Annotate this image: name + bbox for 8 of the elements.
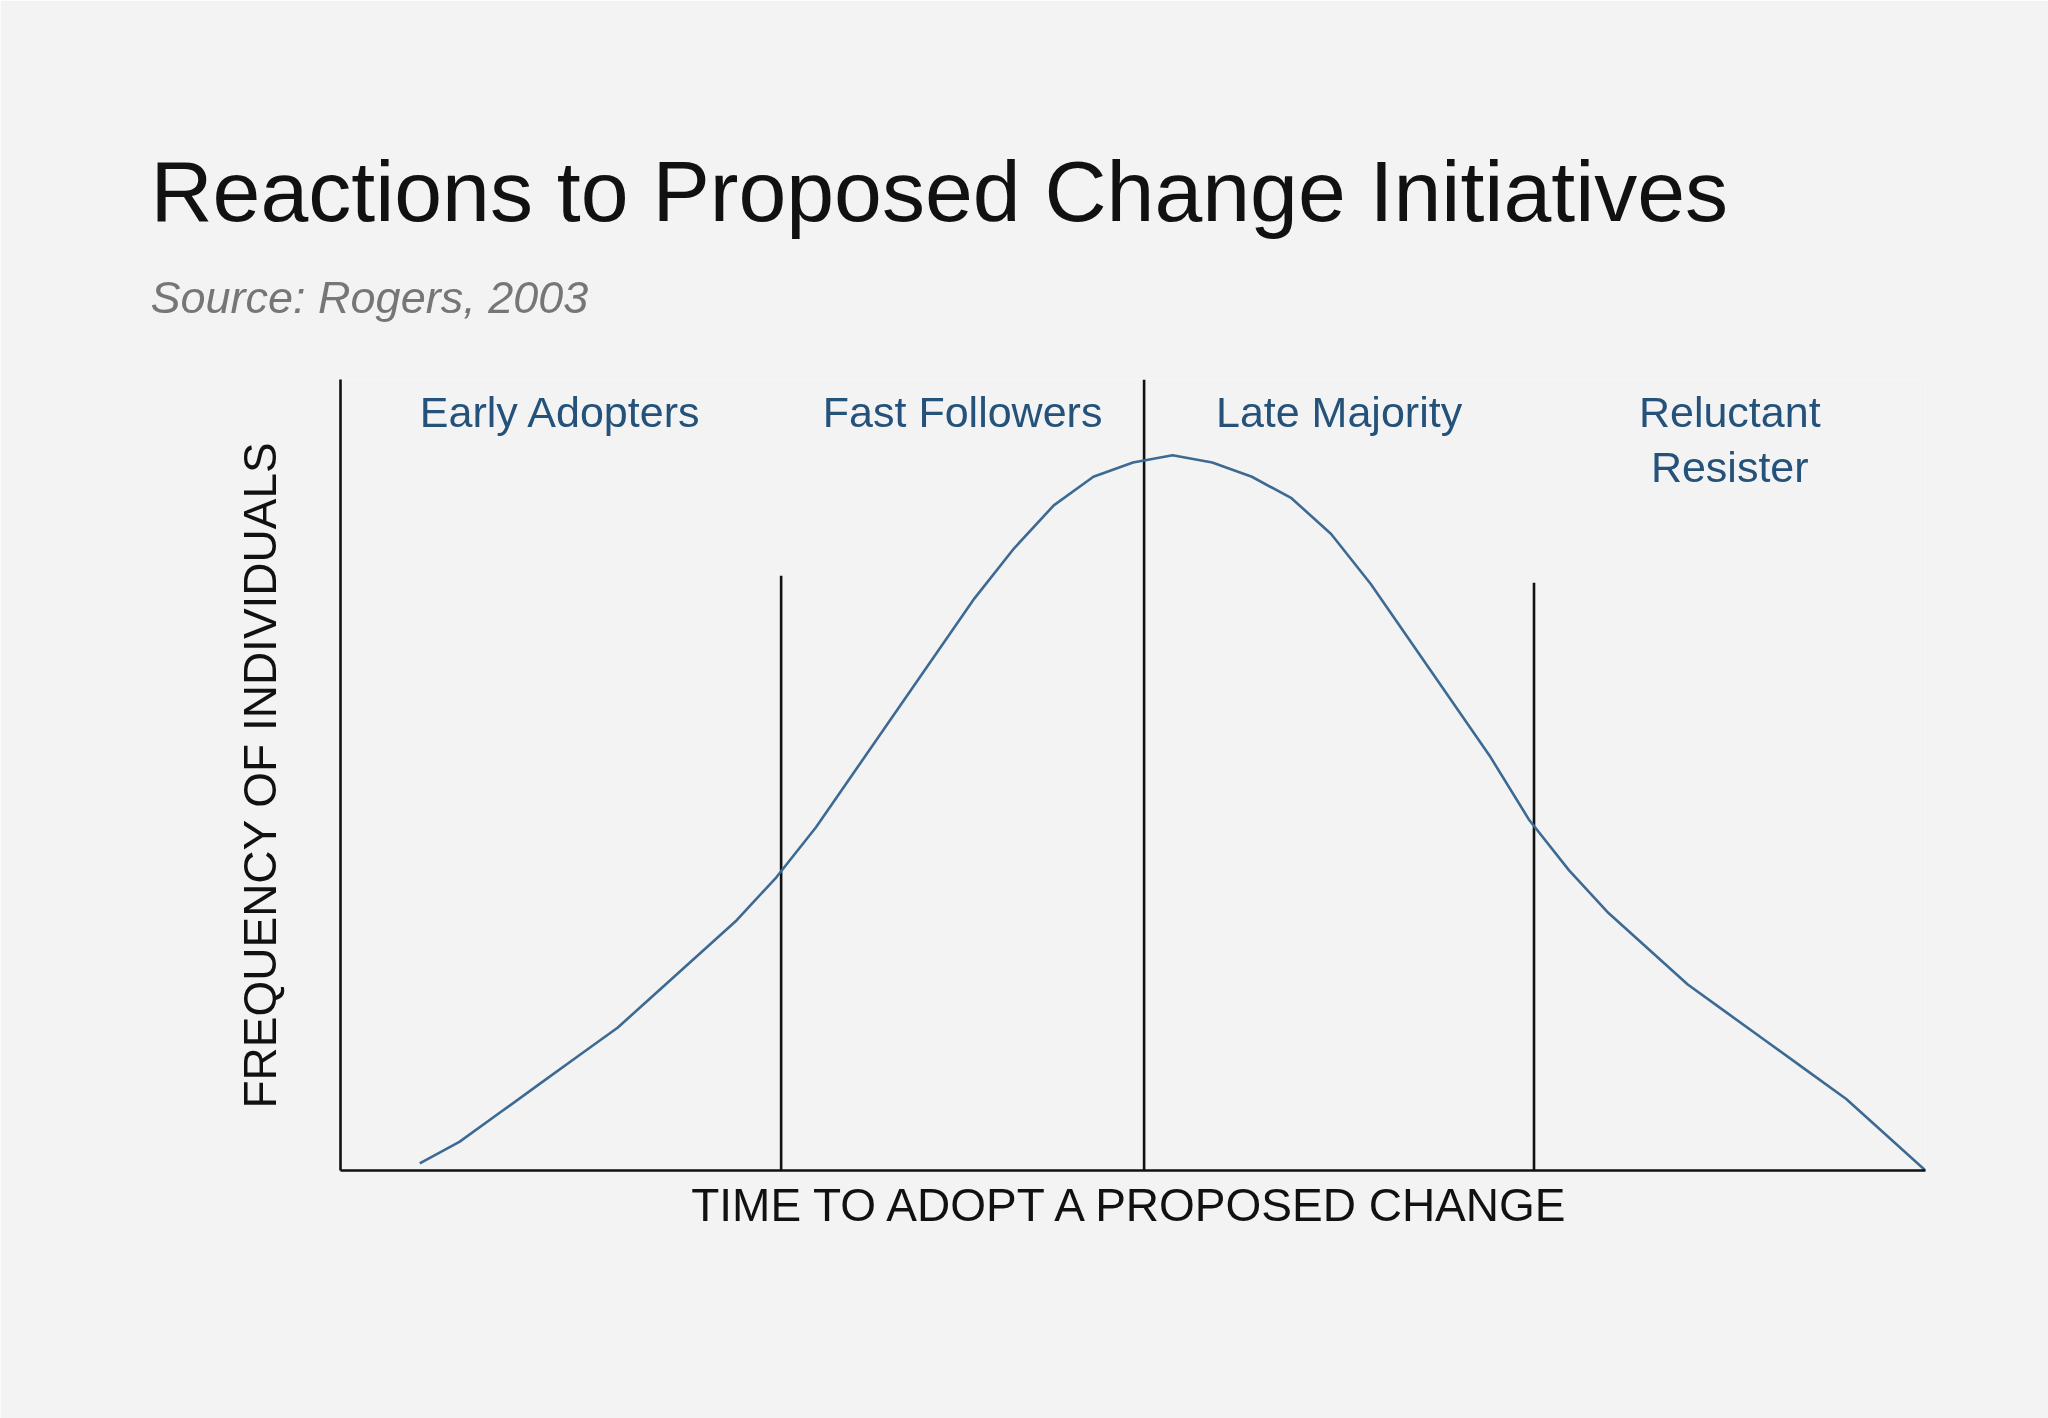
x-axis-title: TIME TO ADOPT A PROPOSED CHANGE — [691, 1178, 1566, 1231]
chart-subtitle: Source: Rogers, 2003 — [150, 271, 589, 323]
text: Fast Followers — [822, 387, 1103, 436]
text: Early Adopters — [419, 387, 700, 436]
y-axis-title: FREQUENCY OF INDIVIDUALS — [233, 442, 286, 1109]
chart-title: Reactions to Proposed Change Initiatives — [150, 143, 1729, 239]
text: Late Majority — [1215, 387, 1463, 436]
annotation: Reluctant Resister — [1638, 387, 1821, 491]
